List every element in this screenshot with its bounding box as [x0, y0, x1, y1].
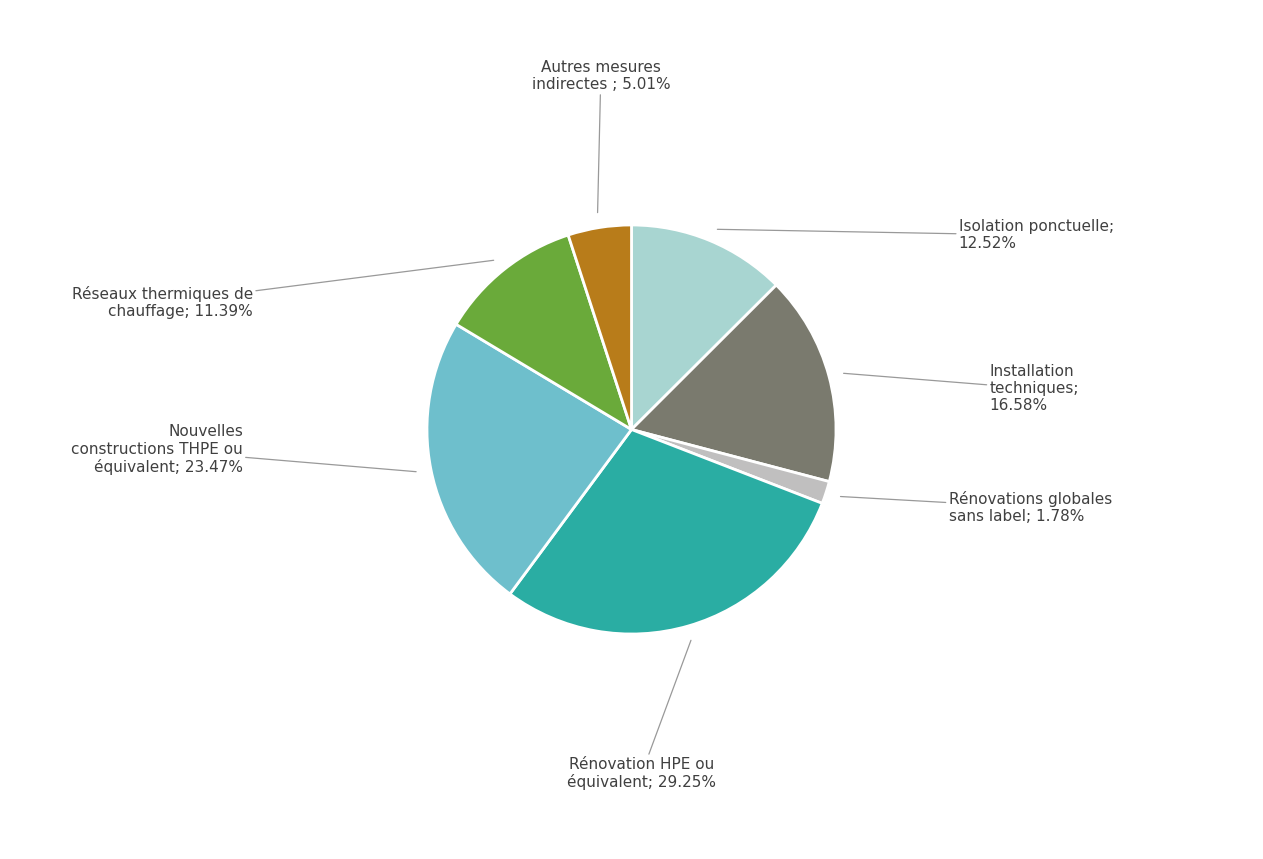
- Wedge shape: [510, 430, 822, 634]
- Wedge shape: [427, 325, 632, 594]
- Text: Nouvelles
constructions THPE ou
équivalent; 23.47%: Nouvelles constructions THPE ou équivale…: [71, 424, 416, 475]
- Wedge shape: [632, 225, 777, 430]
- Text: Réseaux thermiques de
chauffage; 11.39%: Réseaux thermiques de chauffage; 11.39%: [72, 260, 494, 320]
- Text: Rénovation HPE ou
équivalent; 29.25%: Rénovation HPE ou équivalent; 29.25%: [567, 640, 716, 790]
- Wedge shape: [568, 225, 632, 430]
- Text: Autres mesures
indirectes ; 5.01%: Autres mesures indirectes ; 5.01%: [532, 59, 671, 213]
- Text: Rénovations globales
sans label; 1.78%: Rénovations globales sans label; 1.78%: [840, 490, 1111, 524]
- Wedge shape: [456, 235, 632, 430]
- Text: Isolation ponctuelle;
12.52%: Isolation ponctuelle; 12.52%: [717, 219, 1114, 252]
- Wedge shape: [632, 430, 830, 503]
- Text: Installation
techniques;
16.58%: Installation techniques; 16.58%: [844, 363, 1079, 413]
- Wedge shape: [632, 285, 836, 482]
